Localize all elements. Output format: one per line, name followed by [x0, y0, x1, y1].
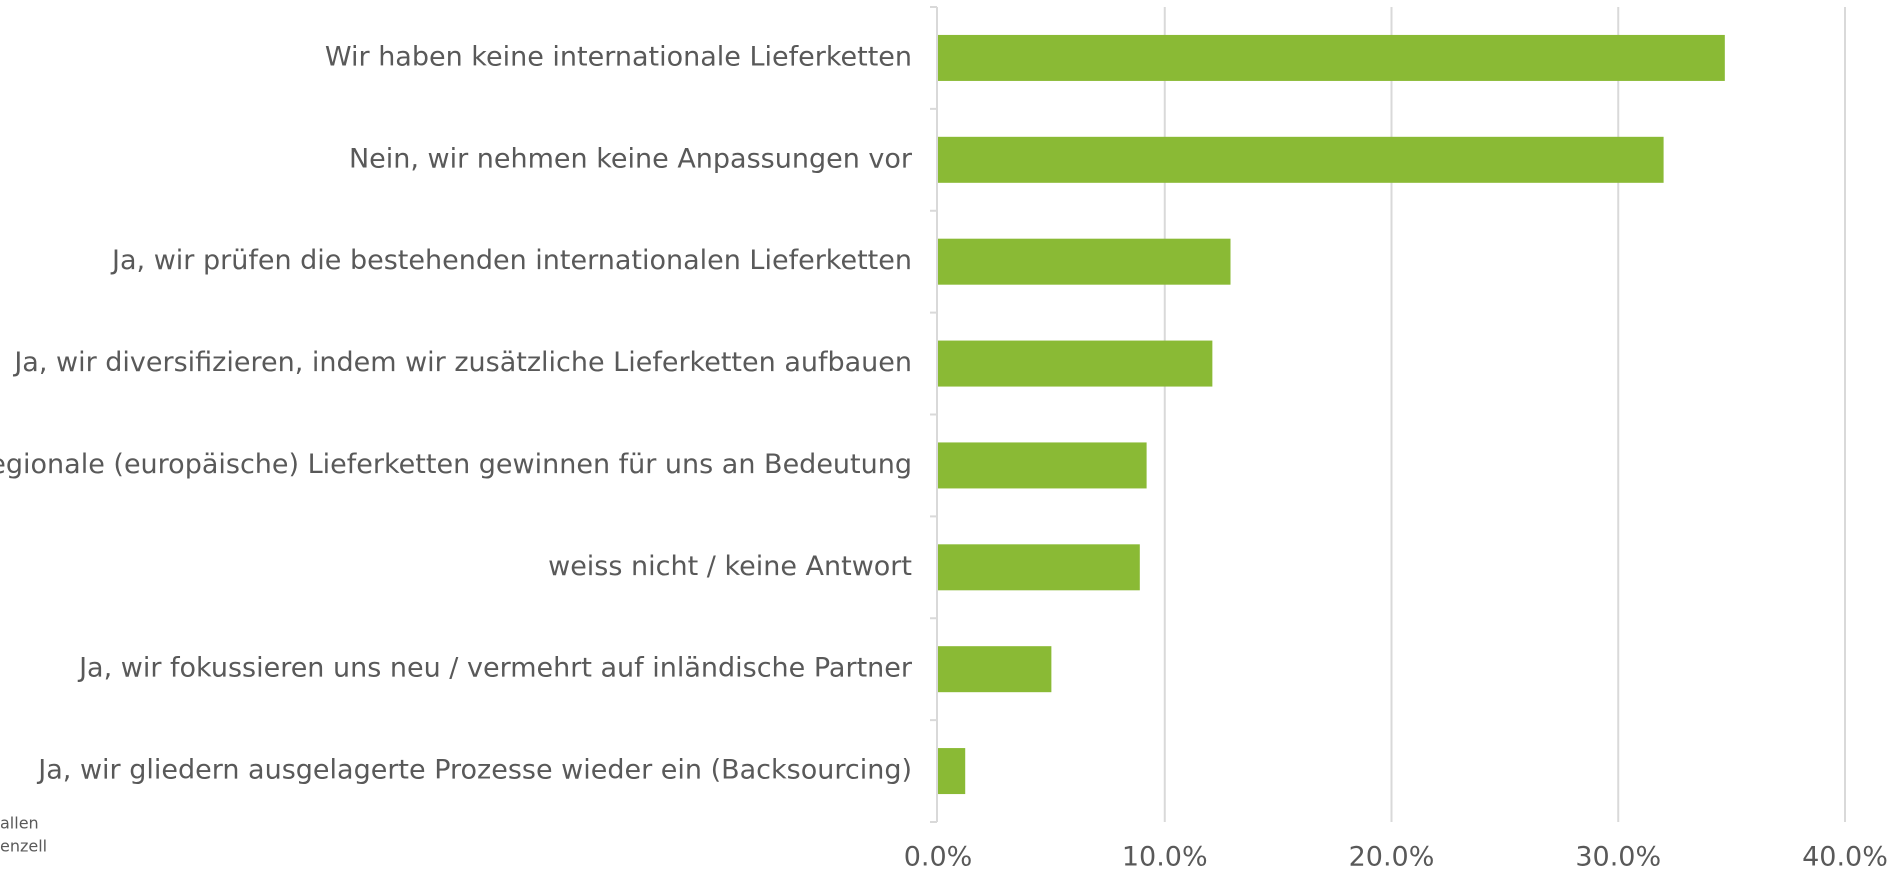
y-tick-label: Ja, wir prüfen die bestehenden internati… — [110, 245, 912, 276]
x-tick-label: 40.0% — [1802, 842, 1888, 870]
bar — [938, 34, 1725, 81]
source-note: allen — [0, 814, 39, 833]
bar — [938, 544, 1140, 591]
bar — [938, 238, 1231, 285]
x-tick-label: 20.0% — [1349, 842, 1435, 870]
y-tick-label: Ja, wir diversifizieren, indem wir zusät… — [12, 347, 912, 378]
bar — [938, 748, 966, 795]
source-note: enzell — [0, 837, 47, 856]
x-tick-label: 0.0% — [904, 842, 973, 870]
y-tick-label: Nein, wir nehmen keine Anpassungen vor — [349, 143, 913, 174]
y-tick-label: Wir haben keine internationale Lieferket… — [325, 41, 912, 72]
x-tick-label: 30.0% — [1575, 842, 1661, 870]
y-tick-label: Ja, wir gliedern ausgelagerte Prozesse w… — [36, 755, 912, 786]
bar — [938, 136, 1664, 183]
y-tick-label: Ja, wir fokussieren uns neu / vermehrt a… — [77, 653, 913, 684]
bar — [938, 442, 1147, 489]
bar — [938, 340, 1213, 387]
y-tick-label: Ja, regionale (europäische) Lieferketten… — [0, 449, 912, 480]
x-tick-label: 10.0% — [1122, 842, 1208, 870]
y-tick-label: weiss nicht / keine Antwort — [548, 551, 912, 582]
bar — [938, 646, 1052, 693]
